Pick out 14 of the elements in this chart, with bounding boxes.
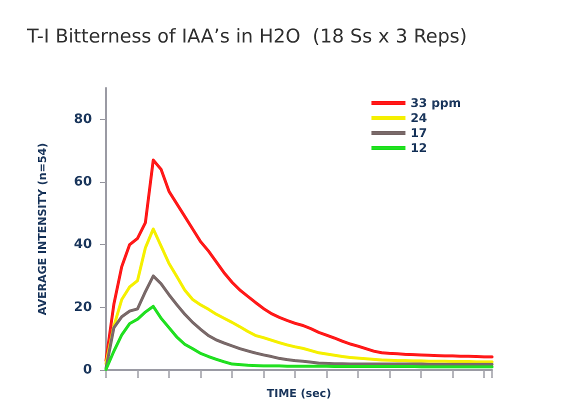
y-tick-label: 0 [82,362,92,378]
x-axis-title: TIME (sec) [266,387,332,400]
y-tick-label: 20 [74,300,92,315]
legend-label: 17 [410,126,428,140]
legend-label: 12 [410,141,428,155]
y-tick-label: 80 [74,112,92,127]
y-tick-label: 40 [74,237,92,252]
chart-title: T-I Bitterness of IAA’s in H2O (18 Ss x 3 Reps) [26,26,467,48]
legend-label: 24 [410,111,428,125]
y-tick-label: 60 [74,174,92,190]
line-series [104,228,494,366]
line-series [104,158,494,362]
y-axis-title: AVERAGE INTENSITY (n=54) [36,142,49,316]
legend-label: 33 ppm [410,96,461,110]
